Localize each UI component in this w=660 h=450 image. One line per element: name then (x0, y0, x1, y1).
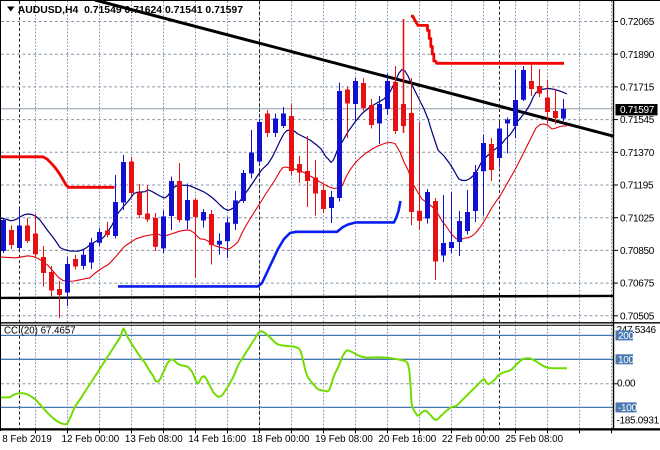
svg-text:0.70850: 0.70850 (620, 246, 655, 257)
svg-text:19 Feb 08:00: 19 Feb 08:00 (315, 434, 373, 445)
svg-text:-100: -100 (618, 403, 638, 414)
svg-text:8 Feb 2019: 8 Feb 2019 (2, 434, 52, 445)
svg-text:100: 100 (618, 355, 635, 366)
svg-text:12 Feb 00:00: 12 Feb 00:00 (62, 434, 120, 445)
svg-text:18 Feb 00:00: 18 Feb 00:00 (252, 434, 310, 445)
svg-text:0.71370: 0.71370 (620, 148, 655, 159)
svg-text:0.70505: 0.70505 (620, 311, 655, 322)
svg-text:0.00: 0.00 (617, 379, 636, 390)
svg-text:20 Feb 16:00: 20 Feb 16:00 (379, 434, 437, 445)
svg-text:0.71890: 0.71890 (620, 50, 655, 61)
svg-text:AUDUSD,H4 0.71549 0.71624 0.7: AUDUSD,H4 0.71549 0.71624 0.71541 0.7159… (18, 5, 244, 16)
svg-text:200: 200 (618, 331, 635, 342)
svg-text:22 Feb 00:00: 22 Feb 00:00 (442, 434, 500, 445)
svg-text:247.5346: 247.5346 (617, 325, 657, 336)
svg-text:CCI(20) 67.4657: CCI(20) 67.4657 (4, 326, 76, 337)
svg-text:25 Feb 08:00: 25 Feb 08:00 (505, 434, 563, 445)
svg-text:0.71715: 0.71715 (620, 83, 655, 94)
svg-text:14 Feb 16:00: 14 Feb 16:00 (188, 434, 246, 445)
svg-text:0.70675: 0.70675 (620, 279, 655, 290)
svg-text:0.72065: 0.72065 (620, 17, 655, 28)
svg-text:0.71195: 0.71195 (620, 181, 654, 192)
svg-text:0.71545: 0.71545 (620, 115, 655, 126)
svg-text:0.71597: 0.71597 (620, 105, 655, 116)
svg-text:13 Feb 08:00: 13 Feb 08:00 (125, 434, 183, 445)
svg-text:0.71025: 0.71025 (620, 213, 655, 224)
svg-text:-185.0931: -185.0931 (617, 416, 660, 427)
